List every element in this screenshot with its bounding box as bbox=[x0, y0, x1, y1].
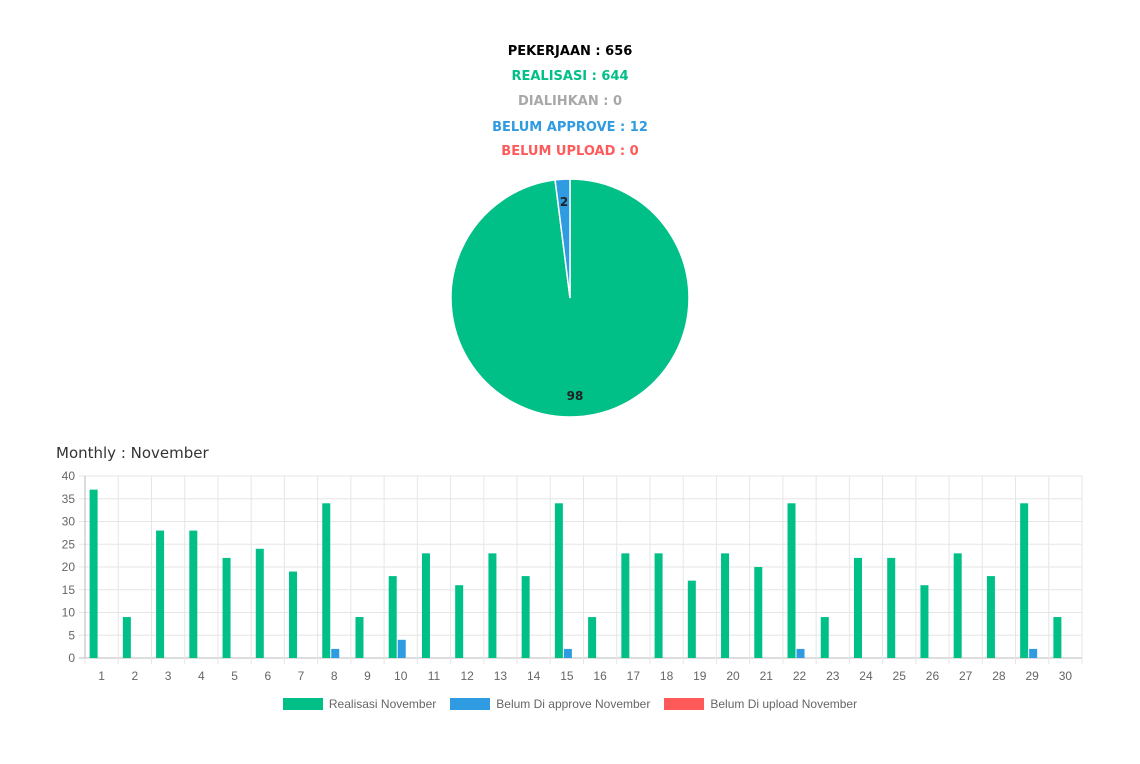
y-tick-label: 15 bbox=[62, 583, 76, 597]
bar-realisasi bbox=[89, 489, 98, 658]
x-tick-label: 3 bbox=[165, 669, 172, 683]
legend-label-upload: Belum Di upload November bbox=[710, 697, 858, 711]
summary-realisasi: REALISASI : 644 bbox=[511, 69, 629, 84]
bar-realisasi bbox=[355, 617, 364, 658]
bar-realisasi bbox=[156, 530, 165, 658]
x-tick-label: 28 bbox=[992, 669, 1006, 683]
y-tick-label: 20 bbox=[62, 560, 76, 574]
legend-item-approve[interactable]: Belum Di approve November bbox=[450, 697, 650, 711]
bar-realisasi bbox=[754, 567, 763, 658]
bar-approve bbox=[397, 639, 406, 658]
x-tick-label: 25 bbox=[893, 669, 907, 683]
bar-realisasi bbox=[654, 553, 663, 658]
x-tick-label: 21 bbox=[760, 669, 774, 683]
bar-realisasi bbox=[388, 576, 397, 658]
legend-label-approve: Belum Di approve November bbox=[496, 697, 651, 711]
x-tick-label: 22 bbox=[793, 669, 807, 683]
bar-realisasi bbox=[787, 503, 796, 658]
y-tick-label: 25 bbox=[62, 537, 76, 551]
bar-realisasi bbox=[122, 617, 131, 658]
x-tick-label: 14 bbox=[527, 669, 541, 683]
bar-approve bbox=[563, 648, 572, 658]
bar-realisasi bbox=[621, 553, 630, 658]
pie-label-realisasi: 98 bbox=[567, 389, 584, 403]
bar-legend: Realisasi November Belum Di approve Nove… bbox=[0, 697, 1140, 711]
bar-realisasi bbox=[1020, 503, 1029, 658]
y-tick-label: 30 bbox=[62, 515, 76, 529]
bar-realisasi bbox=[521, 576, 530, 658]
bar-realisasi bbox=[554, 503, 563, 658]
legend-item-upload[interactable]: Belum Di upload November bbox=[664, 697, 857, 711]
x-tick-label: 20 bbox=[726, 669, 740, 683]
x-tick-label: 4 bbox=[198, 669, 205, 683]
x-tick-label: 15 bbox=[560, 669, 574, 683]
bar-approve bbox=[1029, 648, 1038, 658]
bar-realisasi bbox=[421, 553, 430, 658]
y-tick-label: 40 bbox=[62, 469, 76, 483]
legend-label-realisasi: Realisasi November bbox=[328, 697, 437, 711]
bar-approve bbox=[331, 648, 340, 658]
pie-slice-approve bbox=[554, 178, 571, 299]
summary-belum-approve: BELUM APPROVE : 12 bbox=[492, 120, 648, 135]
bar-realisasi bbox=[255, 548, 264, 658]
bar-realisasi bbox=[820, 617, 829, 658]
x-tick-label: 1 bbox=[98, 669, 105, 683]
legend-swatch-upload bbox=[664, 698, 705, 710]
x-tick-label: 13 bbox=[494, 669, 508, 683]
bar-realisasi bbox=[189, 530, 198, 658]
summary-dialihkan: DIALIHKAN : 0 bbox=[518, 94, 622, 109]
summary-belum-upload: BELUM UPLOAD : 0 bbox=[501, 144, 639, 159]
x-tick-label: 30 bbox=[1059, 669, 1073, 683]
y-tick-label: 10 bbox=[62, 606, 76, 620]
x-tick-label: 27 bbox=[959, 669, 973, 683]
x-tick-label: 8 bbox=[331, 669, 338, 683]
bar-realisasi bbox=[920, 585, 929, 658]
bar-approve bbox=[796, 648, 805, 658]
x-tick-label: 29 bbox=[1025, 669, 1039, 683]
x-tick-label: 12 bbox=[461, 669, 475, 683]
bar-realisasi bbox=[1053, 617, 1062, 658]
bar-realisasi bbox=[289, 571, 298, 658]
y-tick-label: 0 bbox=[68, 651, 75, 665]
pie-label-approve: 2 bbox=[560, 195, 568, 209]
x-tick-label: 6 bbox=[264, 669, 271, 683]
bar-realisasi bbox=[953, 553, 962, 658]
x-tick-label: 24 bbox=[859, 669, 873, 683]
summary-pekerjaan: PEKERJAAN : 656 bbox=[507, 44, 633, 59]
y-tick-label: 35 bbox=[62, 492, 76, 506]
monthly-title: Monthly : November bbox=[56, 444, 209, 462]
legend-swatch-realisasi bbox=[282, 698, 323, 710]
bar-realisasi bbox=[488, 553, 497, 658]
x-tick-label: 9 bbox=[364, 669, 371, 683]
bar-realisasi bbox=[853, 557, 862, 658]
x-tick-label: 17 bbox=[627, 669, 641, 683]
bar-realisasi bbox=[222, 557, 231, 658]
x-tick-label: 26 bbox=[926, 669, 940, 683]
bar-realisasi bbox=[588, 617, 597, 658]
x-tick-label: 11 bbox=[428, 669, 441, 683]
legend-item-realisasi[interactable]: Realisasi November bbox=[282, 697, 437, 711]
x-tick-label: 5 bbox=[231, 669, 238, 683]
x-tick-label: 10 bbox=[394, 669, 408, 683]
bar-realisasi bbox=[721, 553, 730, 658]
bar-realisasi bbox=[887, 557, 896, 658]
x-tick-label: 16 bbox=[593, 669, 607, 683]
y-tick-label: 5 bbox=[68, 628, 75, 642]
bar-realisasi bbox=[322, 503, 331, 658]
legend-swatch-approve bbox=[450, 698, 491, 710]
pie-chart: 98 2 bbox=[450, 178, 690, 418]
x-tick-label: 2 bbox=[132, 669, 139, 683]
x-tick-label: 18 bbox=[660, 669, 674, 683]
bar-realisasi bbox=[687, 580, 696, 658]
bar-realisasi bbox=[986, 576, 995, 658]
bar-realisasi bbox=[455, 585, 464, 658]
x-tick-label: 19 bbox=[693, 669, 707, 683]
x-tick-label: 23 bbox=[826, 669, 840, 683]
x-tick-label: 7 bbox=[298, 669, 305, 683]
